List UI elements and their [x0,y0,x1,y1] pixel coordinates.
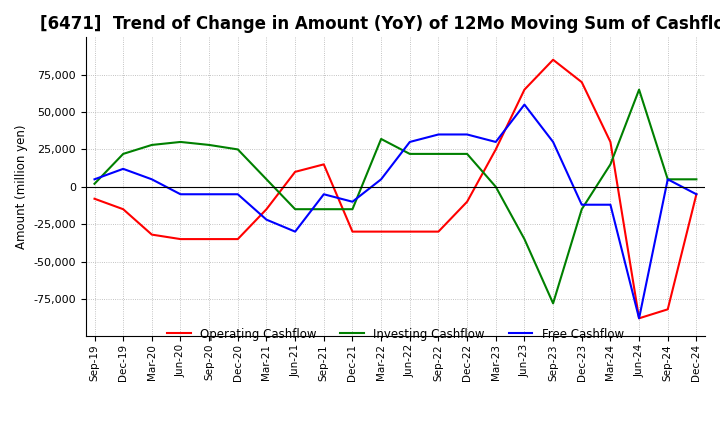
Operating Cashflow [520,87,528,92]
Free Cashflow [434,132,443,137]
Investing Cashflow [434,151,443,157]
Y-axis label: Amount (million yen): Amount (million yen) [15,125,28,249]
Title: [6471]  Trend of Change in Amount (YoY) of 12Mo Moving Sum of Cashflows: [6471] Trend of Change in Amount (YoY) o… [40,15,720,33]
Investing Cashflow [176,139,185,145]
Investing Cashflow [233,147,242,152]
Operating Cashflow [291,169,300,175]
Free Cashflow [119,166,127,172]
Operating Cashflow [492,147,500,152]
Operating Cashflow [434,229,443,234]
Free Cashflow [492,139,500,145]
Operating Cashflow [348,229,357,234]
Operating Cashflow [606,139,615,145]
Investing Cashflow [262,177,271,182]
Operating Cashflow [90,196,99,202]
Free Cashflow [233,191,242,197]
Operating Cashflow [233,236,242,242]
Free Cashflow [692,191,701,197]
Free Cashflow [262,217,271,222]
Operating Cashflow [549,57,557,62]
Operating Cashflow [405,229,414,234]
Free Cashflow [606,202,615,207]
Investing Cashflow [377,136,385,142]
Investing Cashflow [492,184,500,190]
Investing Cashflow [606,162,615,167]
Free Cashflow [577,202,586,207]
Investing Cashflow [348,206,357,212]
Investing Cashflow [204,142,213,147]
Free Cashflow [291,229,300,234]
Investing Cashflow [663,177,672,182]
Operating Cashflow [692,191,701,197]
Investing Cashflow [90,181,99,187]
Free Cashflow [635,315,644,321]
Line: Investing Cashflow: Investing Cashflow [94,90,696,303]
Investing Cashflow [405,151,414,157]
Operating Cashflow [377,229,385,234]
Investing Cashflow [463,151,472,157]
Free Cashflow [663,177,672,182]
Free Cashflow [90,177,99,182]
Operating Cashflow [262,206,271,212]
Free Cashflow [320,191,328,197]
Free Cashflow [176,191,185,197]
Line: Operating Cashflow: Operating Cashflow [94,60,696,318]
Operating Cashflow [148,232,156,237]
Operating Cashflow [577,80,586,85]
Investing Cashflow [291,206,300,212]
Free Cashflow [549,139,557,145]
Free Cashflow [405,139,414,145]
Investing Cashflow [148,142,156,147]
Line: Free Cashflow: Free Cashflow [94,105,696,318]
Free Cashflow [520,102,528,107]
Investing Cashflow [692,177,701,182]
Operating Cashflow [635,315,644,321]
Investing Cashflow [635,87,644,92]
Investing Cashflow [320,206,328,212]
Operating Cashflow [463,199,472,204]
Investing Cashflow [520,236,528,242]
Investing Cashflow [577,206,586,212]
Operating Cashflow [176,236,185,242]
Operating Cashflow [204,236,213,242]
Operating Cashflow [119,206,127,212]
Legend: Operating Cashflow, Investing Cashflow, Free Cashflow: Operating Cashflow, Investing Cashflow, … [163,323,629,345]
Investing Cashflow [549,301,557,306]
Free Cashflow [148,177,156,182]
Free Cashflow [377,177,385,182]
Free Cashflow [204,191,213,197]
Investing Cashflow [119,151,127,157]
Operating Cashflow [320,162,328,167]
Operating Cashflow [663,307,672,312]
Free Cashflow [348,199,357,204]
Free Cashflow [463,132,472,137]
